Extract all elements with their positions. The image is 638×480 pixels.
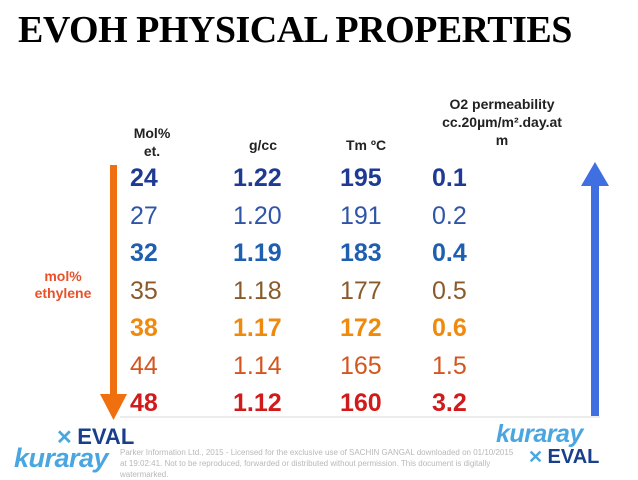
cell-o2: 3.2 xyxy=(432,389,467,417)
cell-density: 1.14 xyxy=(233,351,282,380)
cell-o2: 1.5 xyxy=(432,351,467,380)
cell-density: 1.19 xyxy=(233,239,282,267)
kuraray-logo-right: kuraray xyxy=(496,420,583,449)
header-melting-point: Tm ºC xyxy=(345,137,387,153)
cell-density: 1.20 xyxy=(233,201,282,230)
cell-tm: 160 xyxy=(340,389,382,417)
header-o2-permeability: O2 permeability cc.20µm/m².day.at m xyxy=(414,95,590,149)
cell-mol: 35 xyxy=(130,276,158,305)
cell-density: 1.18 xyxy=(233,276,282,305)
eval-mark-icon: ✕ xyxy=(56,427,73,449)
cell-mol: 44 xyxy=(130,351,158,380)
eval-logo-text-right: EVAL xyxy=(547,446,600,468)
kuraray-logo-text: kuraray xyxy=(14,443,109,473)
cell-o2: 0.1 xyxy=(432,164,467,192)
cell-density: 1.17 xyxy=(233,314,282,342)
cell-tm: 195 xyxy=(340,164,382,192)
eval-logo-text: EVAL xyxy=(77,424,135,449)
cell-tm: 191 xyxy=(340,201,382,230)
header-o2-line2: cc.20µm/m².day.at xyxy=(442,114,562,130)
cell-tm: 165 xyxy=(340,351,382,380)
header-o2-line1: O2 permeability xyxy=(449,96,555,112)
cell-density: 1.22 xyxy=(233,164,282,192)
cell-mol: 48 xyxy=(130,389,158,417)
cell-o2: 0.6 xyxy=(432,314,467,342)
kuraray-logo-left: kuraray xyxy=(14,443,109,474)
up-arrow xyxy=(581,162,609,416)
cell-o2: 0.5 xyxy=(432,276,467,305)
cell-mol: 27 xyxy=(130,201,158,230)
cell-mol: 38 xyxy=(130,314,158,342)
cell-mol: 24 xyxy=(130,164,158,192)
eval-logo-left: ✕ EVAL xyxy=(56,424,134,450)
header-density: g/cc xyxy=(248,137,277,153)
eval-logo-right: ✕ EVAL xyxy=(528,446,599,469)
cell-o2: 0.4 xyxy=(432,239,467,267)
cell-tm: 183 xyxy=(340,239,382,267)
kuraray-logo-text-right: kuraray xyxy=(496,420,583,448)
page-title: EVOH PHYSICAL PROPERTIES xyxy=(18,9,572,51)
header-o2-line3: m xyxy=(495,132,509,148)
cell-mol: 32 xyxy=(130,239,158,267)
down-arrow xyxy=(100,165,127,420)
cell-tm: 172 xyxy=(340,314,382,342)
header-mol-percent: Mol% et. xyxy=(133,125,171,159)
mol-ethylene-label: mol% ethylene xyxy=(34,268,92,301)
cell-density: 1.12 xyxy=(233,389,282,417)
cell-tm: 177 xyxy=(340,276,382,305)
cell-o2: 0.2 xyxy=(432,201,467,230)
eval-mark-icon-right: ✕ xyxy=(528,447,544,467)
watermark-text: Parker Information Ltd., 2015 - Licensed… xyxy=(120,448,514,479)
